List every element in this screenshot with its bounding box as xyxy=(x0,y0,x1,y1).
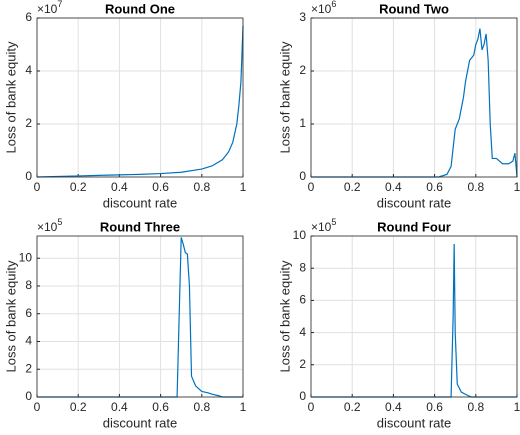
axes-box xyxy=(310,17,518,178)
y-tick-label: 6 xyxy=(25,306,32,320)
y-tick-label: 4 xyxy=(299,325,306,339)
x-tick-label: 0.6 xyxy=(152,400,169,414)
x-tick-label: 0 xyxy=(34,400,41,414)
y-multiplier-base: ×10 xyxy=(37,2,58,16)
x-tick-label: 1 xyxy=(514,180,520,194)
subplot: 0 0.2 0.4 0.6 0.8 1 0 2 4 6 Round One discount rate… xyxy=(3,0,246,210)
plot-area xyxy=(37,236,243,397)
y-tick-label: 6 xyxy=(25,10,32,24)
y-multiplier: ×106 xyxy=(311,0,336,16)
x-tick-label: 0.2 xyxy=(70,180,87,194)
y-tick-label: 8 xyxy=(299,260,306,274)
axes-box xyxy=(36,235,244,398)
axes-box xyxy=(310,235,518,398)
x-axis-label: discount rate xyxy=(377,195,451,210)
data-line xyxy=(36,25,244,178)
x-tick-label: 0.6 xyxy=(426,180,443,194)
x-tick-label: 0.4 xyxy=(111,180,128,194)
x-tick-label: 0.8 xyxy=(193,400,210,414)
y-tick-label: 2 xyxy=(299,357,306,371)
y-tick-label: 4 xyxy=(25,334,32,348)
y-multiplier: ×105 xyxy=(311,217,336,234)
y-multiplier: ×105 xyxy=(37,217,62,234)
x-tick-label: 1 xyxy=(240,400,247,414)
y-tick-label: 6 xyxy=(299,293,306,307)
y-axis-label: Loss of bank equity xyxy=(3,41,18,154)
x-axis-label: discount rate xyxy=(377,415,451,430)
axes-box xyxy=(36,17,244,178)
plot-area xyxy=(311,18,517,177)
y-axis-label: Loss of bank equity xyxy=(3,260,18,373)
x-tick-label: 0 xyxy=(308,400,315,414)
x-axis-label: discount rate xyxy=(103,415,177,430)
y-tick-label: 8 xyxy=(25,278,32,292)
x-tick-label: 0.4 xyxy=(385,180,402,194)
y-multiplier-base: ×10 xyxy=(311,220,332,234)
x-tick-label: 1 xyxy=(514,400,520,414)
y-exponent: 5 xyxy=(331,217,336,227)
y-tick-label: 0 xyxy=(25,389,32,403)
y-tick-label: 0 xyxy=(25,169,32,183)
x-tick-label: 1 xyxy=(240,180,247,194)
x-tick-label: 0.8 xyxy=(467,400,484,414)
y-exponent: 6 xyxy=(331,0,336,9)
y-axis-label: Loss of bank equity xyxy=(277,41,292,154)
y-exponent: 5 xyxy=(57,217,62,227)
y-tick-label: 2 xyxy=(25,361,32,375)
y-tick-label: 3 xyxy=(299,10,306,24)
plot-area xyxy=(311,236,517,397)
x-tick-label: 0 xyxy=(308,180,315,194)
x-tick-label: 0.6 xyxy=(426,400,443,414)
subplot: 0 0.2 0.4 0.6 0.8 1 0 1 2 3 Round Two discount rate… xyxy=(277,0,520,210)
data-line xyxy=(311,244,517,398)
y-tick-label: 4 xyxy=(25,63,32,77)
y-exponent: 7 xyxy=(57,0,62,9)
y-tick-label: 10 xyxy=(293,228,307,242)
x-tick-label: 0.2 xyxy=(344,180,361,194)
y-tick-label: 2 xyxy=(25,116,32,130)
y-tick-label: 1 xyxy=(299,116,306,130)
y-tick-label: 2 xyxy=(299,63,306,77)
x-tick-label: 0.2 xyxy=(344,400,361,414)
subplot-title: Round Three xyxy=(100,219,180,234)
y-multiplier: ×107 xyxy=(37,0,62,16)
x-tick-label: 0.6 xyxy=(152,180,169,194)
data-line xyxy=(311,28,518,178)
y-multiplier-base: ×10 xyxy=(311,2,332,16)
plot-area xyxy=(37,18,243,177)
subplot-title: Round Two xyxy=(379,1,449,16)
x-tick-label: 0.4 xyxy=(385,400,402,414)
x-tick-label: 0.8 xyxy=(467,180,484,194)
x-tick-label: 0.8 xyxy=(193,180,210,194)
y-multiplier-base: ×10 xyxy=(37,220,58,234)
x-tick-label: 0.2 xyxy=(70,400,87,414)
subplot-title: Round One xyxy=(105,1,175,16)
x-tick-label: 0 xyxy=(34,180,41,194)
x-axis-label: discount rate xyxy=(103,195,177,210)
data-line xyxy=(37,237,243,398)
y-tick-label: 0 xyxy=(299,389,306,403)
x-tick-label: 0.4 xyxy=(111,400,128,414)
y-axis-label: Loss of bank equity xyxy=(277,260,292,373)
subplot-title: Round Four xyxy=(377,219,451,234)
y-tick-label: 0 xyxy=(299,169,306,183)
y-tick-label: 10 xyxy=(19,250,33,264)
